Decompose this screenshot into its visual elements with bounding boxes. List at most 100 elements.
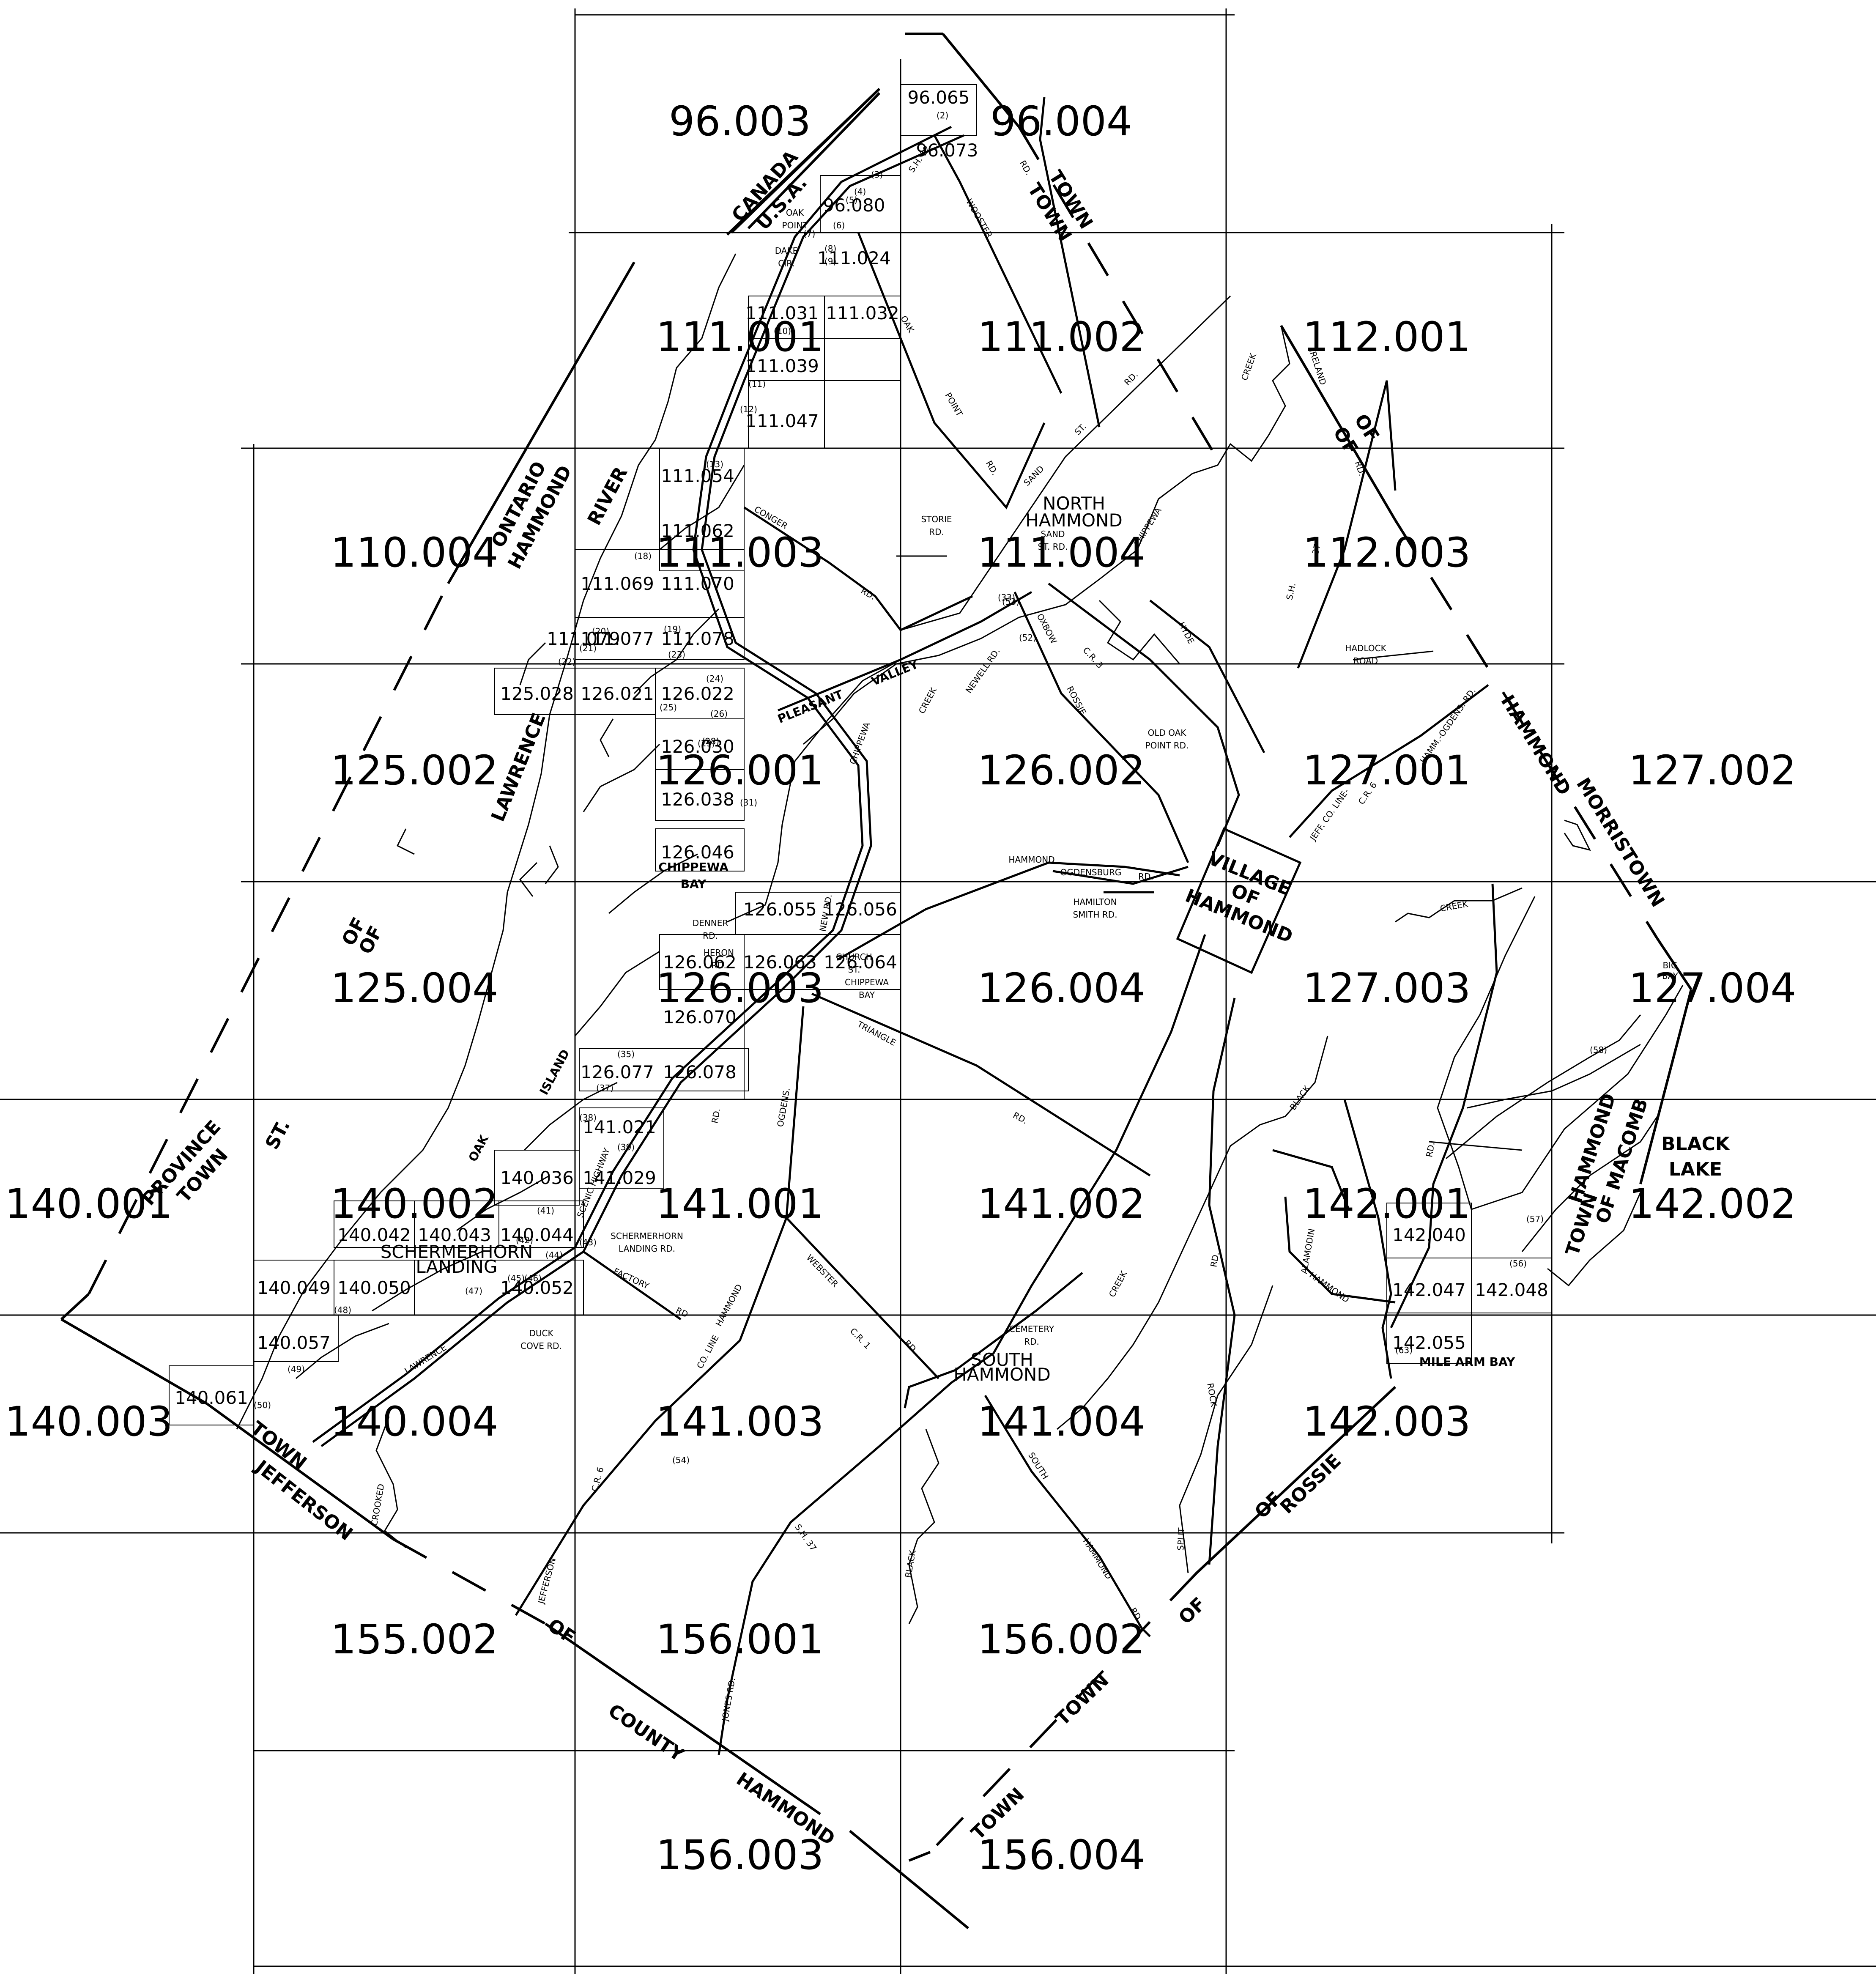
parcel-number: (8) (824, 244, 836, 254)
subsection-label: 111.077 (581, 628, 654, 649)
road-label: 37 (1310, 543, 1323, 556)
subsection-label: 126.063 (743, 952, 817, 973)
north-hammond-label: NORTH (1043, 493, 1105, 514)
road-label: CO. LINE (695, 1333, 721, 1370)
oak-point-label: OAK (786, 208, 804, 218)
road-label: CEMETERY (1009, 1324, 1054, 1334)
parcel-number: (39) (617, 1142, 635, 1152)
road-label: ROAD (1353, 656, 1378, 666)
road-label: C.R. 3 (1081, 645, 1105, 670)
subsection-label: 111.039 (745, 356, 819, 376)
subsection-label: 96.073 (916, 140, 978, 161)
section-label: 111.004 (978, 529, 1145, 576)
schermerhorn-landing-label: LANDING (416, 1256, 497, 1277)
chippewa-bay-label: BAY (859, 990, 875, 1000)
parcel-number: (7) (803, 229, 815, 239)
section-label: 142.002 (1629, 1180, 1797, 1228)
subsection-label: 111.079 (547, 628, 620, 649)
roads (312, 97, 1523, 1755)
section-label: 141.001 (656, 1180, 824, 1228)
subsection-label: 126.030 (661, 736, 734, 757)
subsection-label: 142.055 (1392, 1332, 1466, 1353)
parcel-number: (22) (558, 657, 575, 667)
road-label: RD. (1122, 370, 1140, 387)
chippewa-bay-label: CHIPPEWA (658, 860, 728, 874)
road-label: RD. (1024, 1337, 1039, 1347)
road-label: ALAMODIN (1299, 1228, 1317, 1274)
parcel-number: (6) (833, 220, 845, 230)
section-label: 126.002 (978, 747, 1145, 794)
road-label: SAND (1041, 529, 1065, 539)
section-label: 156.001 (656, 1616, 824, 1663)
parcel-number: (4) (854, 186, 866, 197)
section-label: 127.002 (1629, 747, 1797, 794)
island-label: ISLAND (537, 1047, 572, 1097)
parcel-number: (31) (740, 798, 757, 808)
road-label: OGDENS. (775, 1087, 792, 1128)
road-label: OLD OAK (1148, 728, 1187, 738)
section-label: 141.002 (978, 1180, 1145, 1228)
subsection-label: 111.078 (661, 628, 734, 649)
section-label: 140.004 (331, 1398, 498, 1445)
parcel-number: (48) (334, 1305, 351, 1315)
creek-label: CREEK (1107, 1269, 1129, 1299)
schermerhorn-landing-label: SCHERMERHORN (381, 1242, 533, 1262)
section-label: 96.003 (669, 98, 811, 145)
parcel-number: (33) (998, 592, 1015, 603)
section-label: 127.003 (1303, 965, 1471, 1012)
subsection-label: 140.052 (500, 1277, 574, 1298)
section-label: 111.003 (656, 529, 824, 576)
section-label: 156.004 (978, 1831, 1145, 1879)
road-label: RD. (703, 931, 718, 941)
parcel-number: (35) (617, 1049, 635, 1059)
road-label: SPLIT (1175, 1527, 1186, 1551)
road-label: LAWRENCE (403, 1342, 448, 1376)
parcel-number: (3) (871, 170, 883, 180)
town-label: TOWN (1052, 1669, 1113, 1730)
road-label: WEBSTER (805, 1252, 841, 1289)
subsection-label: 140.043 (418, 1225, 491, 1245)
subsection-label: 140.044 (500, 1225, 574, 1245)
creek-label: BLACK (903, 1549, 918, 1579)
parcel-number: (13) (706, 459, 723, 469)
road-label: CHURCH (836, 952, 872, 962)
subsection-label: 111.070 (661, 573, 734, 594)
creek-label: CROOKED (369, 1483, 386, 1527)
section-label: 126.001 (656, 747, 824, 794)
parcel-number: (20) (592, 626, 609, 636)
river-label: RIVER (583, 463, 632, 529)
road-label: RD. (1138, 872, 1153, 882)
section-label: 140.001 (5, 1180, 173, 1228)
parcel-number: (53) (1002, 597, 1019, 607)
county-label: COUNTY (604, 1700, 688, 1766)
subsection-label: 140.050 (337, 1277, 411, 1298)
road-label: POINT (943, 391, 965, 418)
black-lake-label: BLACK (1661, 1133, 1731, 1155)
road-label: JEFFERSON (536, 1557, 558, 1606)
parcel-number: (52) (1019, 633, 1036, 643)
section-label: 127.004 (1629, 965, 1797, 1012)
waterways (236, 253, 1684, 1624)
road-label: DAKE (775, 246, 798, 256)
section-label: 127.001 (1303, 747, 1471, 794)
parcel-number: (29) (698, 738, 715, 748)
section-label: 126.003 (656, 965, 824, 1012)
road-label: RD. (929, 527, 944, 537)
parcel-number: (58) (1590, 1045, 1607, 1055)
section-label: 142.003 (1303, 1398, 1471, 1445)
subsection-label: 141.029 (583, 1168, 656, 1188)
parcel-number: (5) (846, 195, 857, 205)
road-label: RD. (859, 586, 877, 602)
road-label: SMITH RD. (1073, 910, 1117, 920)
of-label: OF (1175, 1593, 1210, 1629)
parcel-number: (50) (254, 1400, 271, 1410)
road-label: RD. (1011, 1110, 1030, 1126)
road-label: RD. (709, 1107, 722, 1124)
oak-label: OAK (466, 1132, 491, 1164)
road-label: HAMMOND (1307, 1270, 1351, 1305)
subsection-label: 125.028 (500, 683, 574, 704)
road-label: HYDE (1177, 620, 1197, 646)
parcel-number: (24) (706, 674, 723, 684)
section-label: 96.004 (990, 98, 1132, 145)
